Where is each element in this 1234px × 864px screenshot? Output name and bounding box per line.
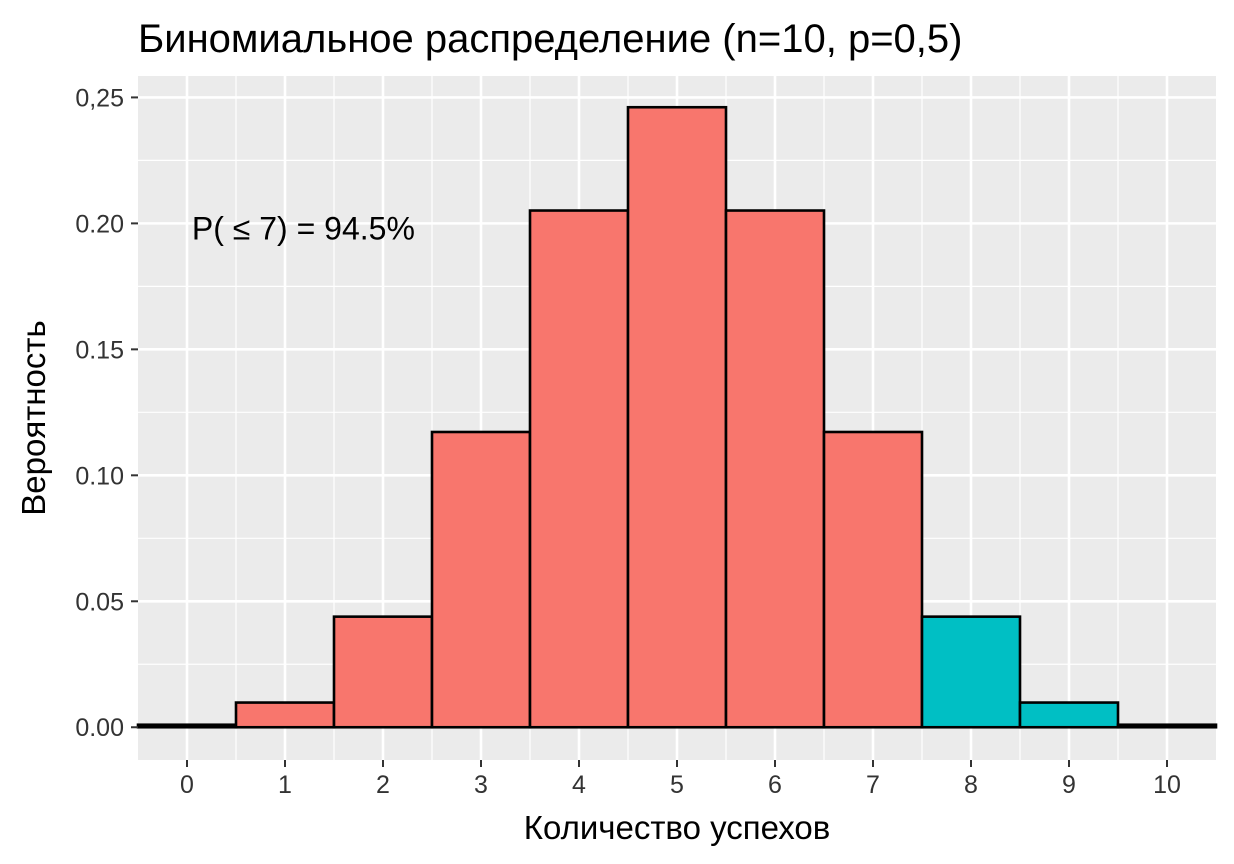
x-tick-label: 3 — [474, 771, 488, 799]
x-tick-label: 0 — [180, 771, 194, 799]
y-tick-label: 0.05 — [75, 588, 124, 616]
x-axis-title: Количество успехов — [524, 809, 831, 846]
y-axis: 0.00 0.05 0.10 0.15 0.20 0,25 — [75, 84, 138, 742]
probability-annotation: P( ≤ 7) = 94.5% — [192, 210, 415, 246]
chart-title: Биномиальное распределение (n=10, p=0,5) — [138, 17, 962, 61]
x-tick-label: 9 — [1062, 771, 1076, 799]
bar — [430, 430, 532, 729]
x-tick-label: 8 — [964, 771, 978, 799]
x-tick-label: 10 — [1153, 771, 1181, 799]
y-tick-label: 0.00 — [75, 714, 124, 742]
bar — [1116, 723, 1218, 729]
y-tick-label: 0,25 — [75, 84, 124, 112]
y-axis-title: Вероятность — [15, 320, 52, 515]
x-tick-label: 4 — [572, 771, 586, 799]
bar — [626, 105, 728, 729]
y-tick-label: 0.15 — [75, 336, 124, 364]
x-tick-label: 6 — [768, 771, 782, 799]
bar — [1018, 701, 1120, 729]
bar — [234, 701, 336, 729]
x-axis: 0 1 2 3 4 5 6 7 8 9 10 — [180, 760, 1181, 799]
x-tick-label: 1 — [278, 771, 292, 799]
x-tick-label: 2 — [376, 771, 390, 799]
x-tick-label: 7 — [866, 771, 880, 799]
bar — [332, 615, 434, 729]
bar — [528, 209, 630, 729]
bar — [136, 723, 238, 729]
y-tick-label: 0.20 — [75, 210, 124, 238]
bars — [136, 105, 1218, 729]
y-tick-label: 0.10 — [75, 462, 124, 490]
x-tick-label: 5 — [670, 771, 684, 799]
bar — [724, 209, 826, 729]
bar — [920, 615, 1022, 729]
bar — [822, 430, 924, 729]
